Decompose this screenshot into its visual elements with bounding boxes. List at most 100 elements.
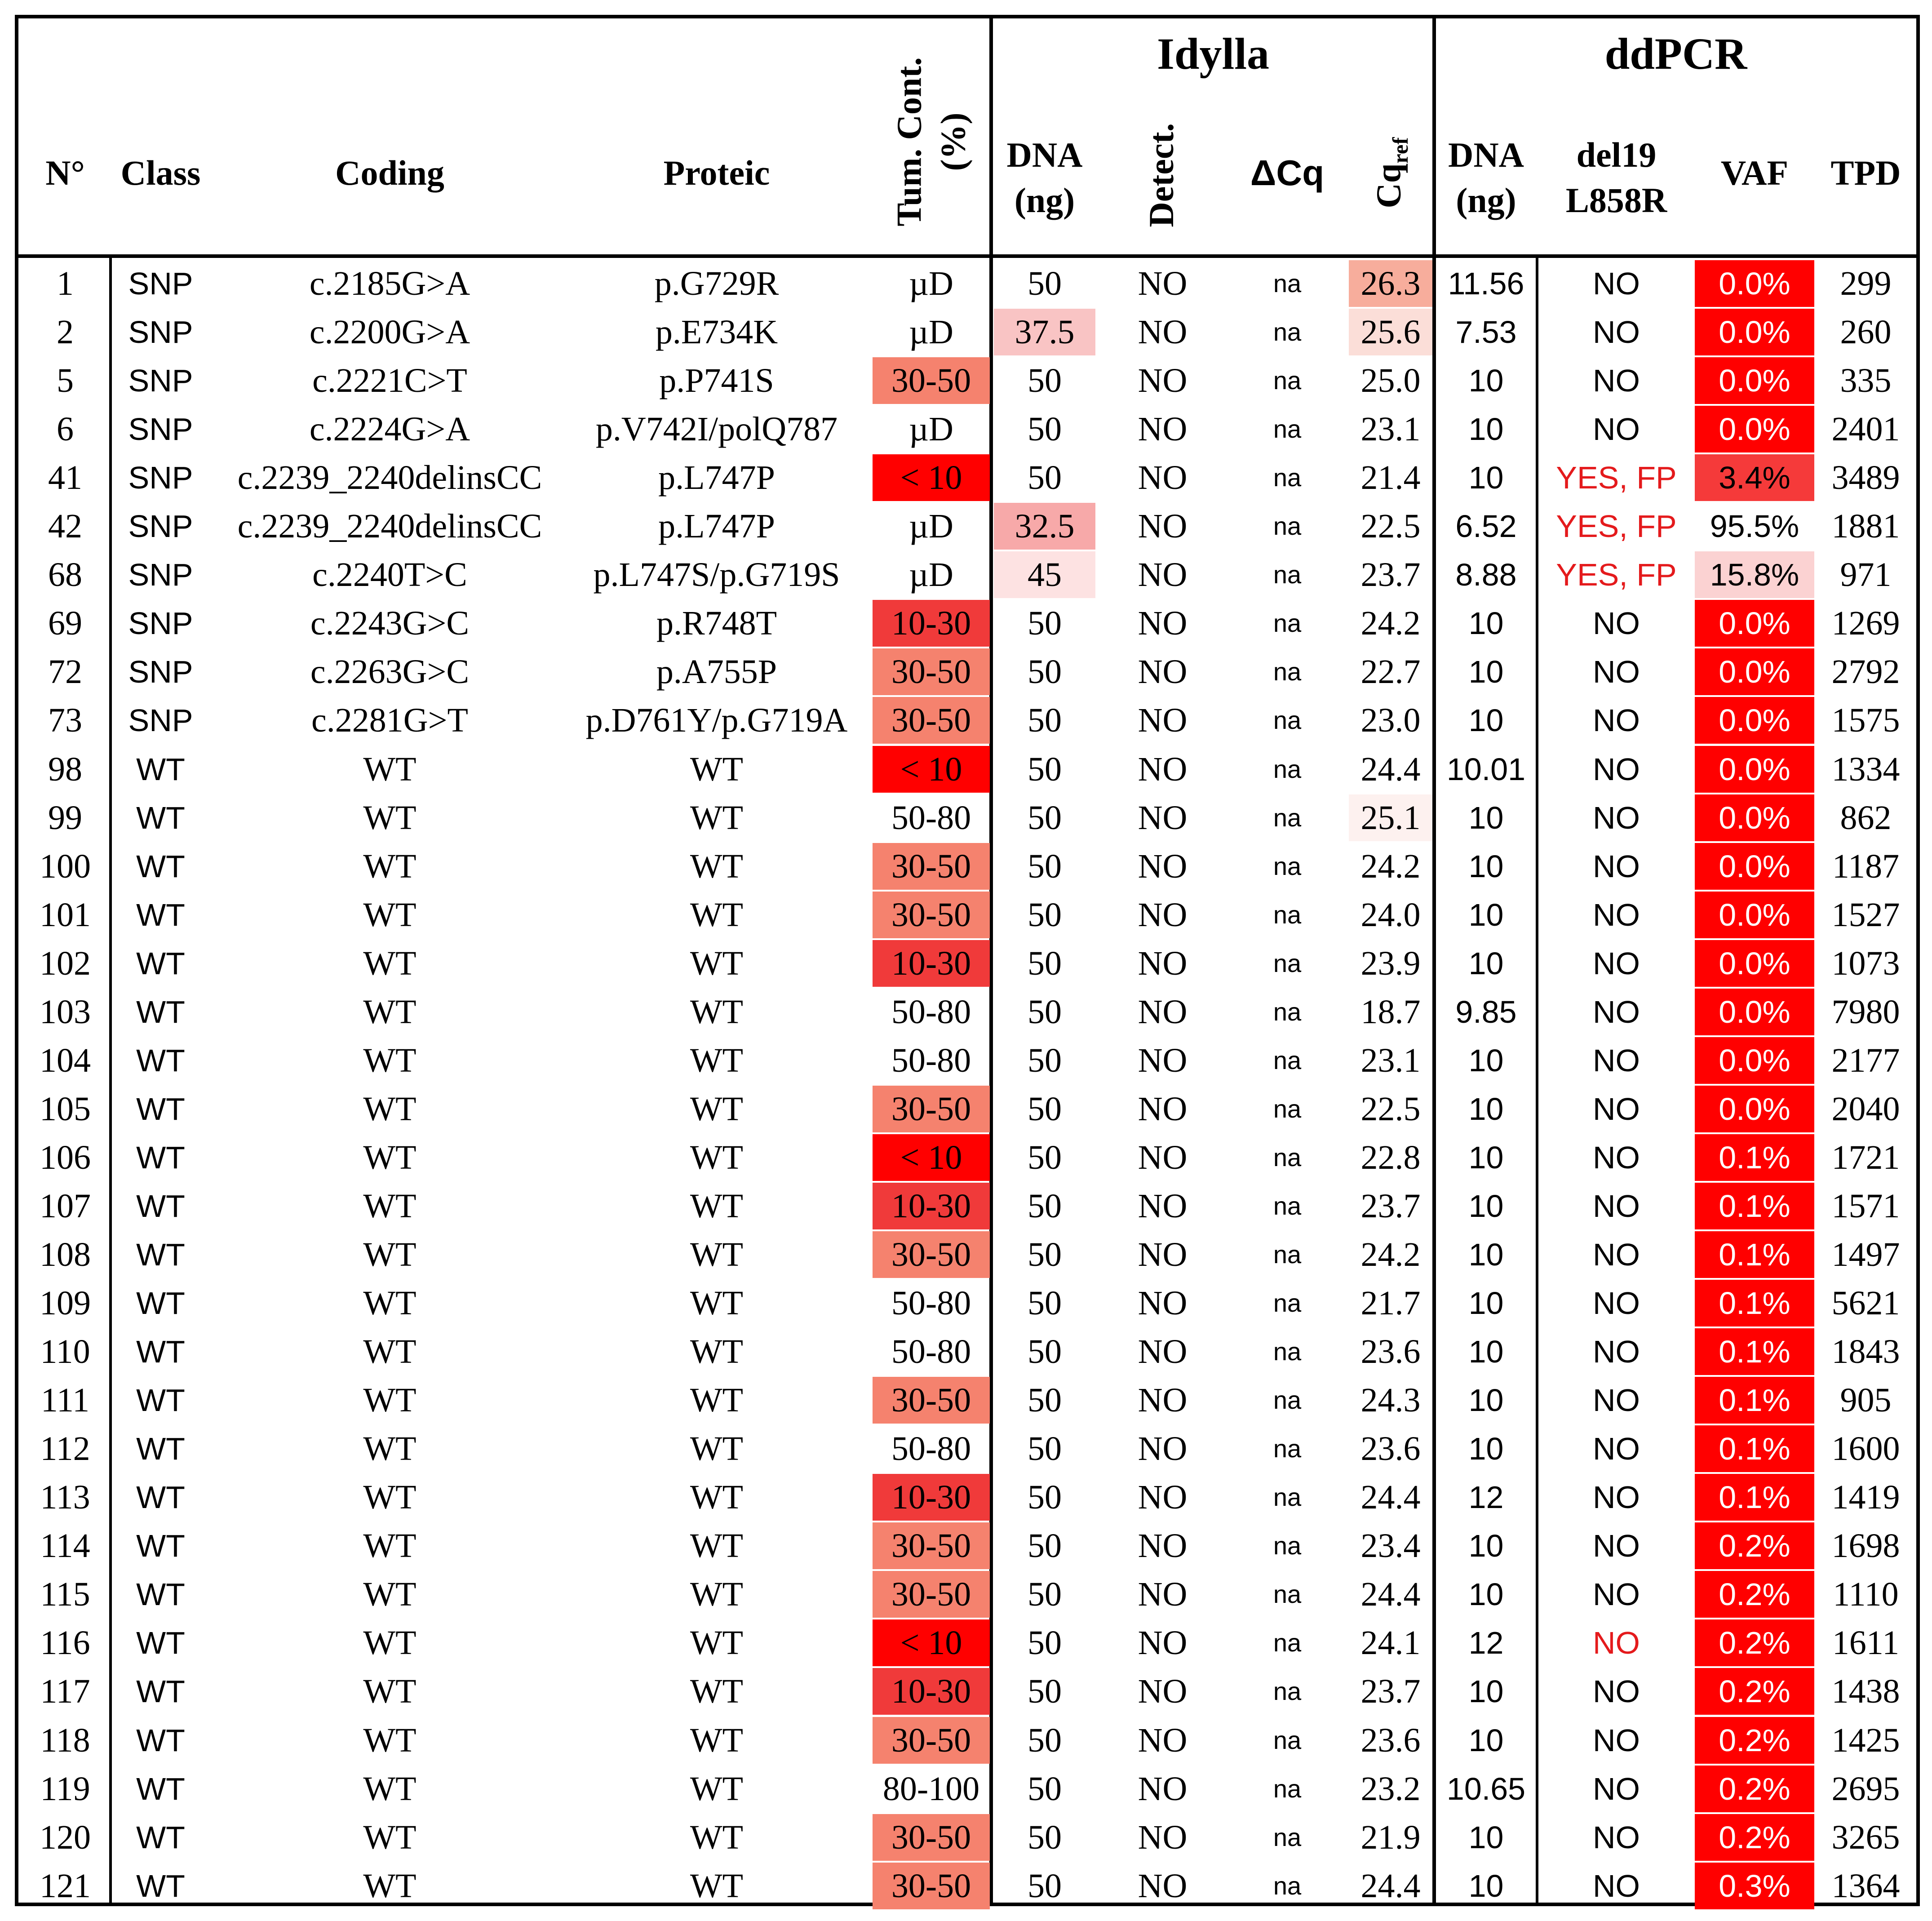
detect-cell: NO — [1138, 1284, 1188, 1322]
column-header-cq-ref: Cqref — [1348, 90, 1433, 256]
coding-cell: WT — [363, 1381, 417, 1420]
proteic-cell: WT — [690, 1770, 744, 1808]
del19-l858r-cell: NO — [1593, 1722, 1640, 1758]
proteic-cell: p.L747P — [658, 507, 775, 546]
del19-l858r-cell: NO — [1593, 363, 1640, 399]
coding-cell: c.2243G>C — [310, 604, 470, 643]
delta-cq-cell: na — [1273, 1677, 1302, 1706]
cq-ref-cell: 22.7 — [1360, 653, 1421, 691]
class-cell: SNP — [128, 266, 193, 302]
tpd-cell: 2177 — [1831, 1041, 1900, 1079]
coding-cell: WT — [363, 944, 417, 982]
ddpcr-dna-cell: 10 — [1468, 1674, 1504, 1709]
del19-l858r-cell: NO — [1593, 606, 1640, 641]
del19-l858r-cell: NO — [1593, 1188, 1640, 1224]
row-number: 41 — [48, 459, 82, 497]
coding-cell: WT — [363, 1624, 417, 1662]
proteic-cell: WT — [690, 1041, 744, 1079]
idylla-dna-cell: 50 — [1028, 1818, 1062, 1856]
idylla-dna-cell: 50 — [1028, 1333, 1062, 1371]
class-cell: WT — [136, 1722, 185, 1758]
cq-ref-cell: 23.7 — [1360, 1187, 1421, 1225]
proteic-cell: p.L747P — [658, 459, 775, 497]
detect-cell: NO — [1138, 507, 1188, 546]
idylla-dna-cell: 50 — [1028, 1527, 1062, 1565]
detect-cell: NO — [1138, 653, 1188, 691]
column-header-vaf: VAF — [1720, 153, 1789, 193]
row-number: 98 — [48, 750, 82, 788]
coding-cell: WT — [363, 1430, 417, 1468]
vaf-cell: 0.1% — [1695, 1280, 1814, 1327]
coding-cell: WT — [363, 1721, 417, 1759]
tpd-cell: 1600 — [1831, 1430, 1900, 1468]
delta-cq-cell: na — [1273, 366, 1302, 395]
tpd-cell: 1334 — [1831, 750, 1900, 788]
idylla-left-line — [989, 15, 993, 1906]
idylla-dna-cell: 50 — [1028, 410, 1062, 448]
tumor-content-cell: 30-50 — [873, 1571, 990, 1618]
idylla-dna-cell: 50 — [1028, 604, 1062, 643]
tumor-content-cell: µD — [909, 556, 953, 594]
coding-cell: c.2200G>A — [309, 313, 470, 351]
detect-cell: NO — [1138, 1138, 1188, 1176]
cq-ref-cell: 23.6 — [1360, 1430, 1421, 1468]
detect-cell: NO — [1138, 265, 1188, 303]
tumor-content-cell: 50-80 — [891, 993, 971, 1031]
proteic-cell: WT — [690, 1624, 744, 1662]
delta-cq-cell: na — [1273, 1289, 1302, 1318]
idylla-dna-cell: 50 — [1028, 1867, 1062, 1905]
vaf-cell: 0.0% — [1695, 940, 1814, 987]
tpd-cell: 1571 — [1831, 1187, 1900, 1225]
tpd-cell: 1527 — [1831, 896, 1900, 934]
column-header-tumor-content: Tum. Cont. (%) — [872, 27, 991, 256]
column-header-number: N° — [45, 153, 85, 193]
idylla-dna-cell: 37.5 — [994, 309, 1095, 356]
del19-l858r-cell: NO — [1593, 1528, 1640, 1564]
vaf-cell: 0.0% — [1695, 406, 1814, 453]
coding-cell: c.2239_2240delinsCC — [237, 507, 542, 546]
tpd-cell: 299 — [1840, 265, 1892, 303]
cq-ref-cell: 24.4 — [1360, 750, 1421, 788]
del19-l858r-cell: NO — [1593, 1480, 1640, 1515]
tumor-content-cell: 30-50 — [873, 843, 990, 890]
coding-cell: WT — [363, 1138, 417, 1176]
class-cell: WT — [136, 848, 185, 884]
ddpcr-dna-cell: 10 — [1468, 848, 1504, 884]
coding-cell: c.2224G>A — [309, 410, 470, 448]
class-cell: SNP — [128, 557, 193, 593]
detect-cell: NO — [1138, 993, 1188, 1031]
vaf-cell: 95.5% — [1710, 509, 1799, 544]
row-number: 108 — [40, 1236, 91, 1274]
vaf-cell: 0.0% — [1695, 891, 1814, 938]
class-cell: WT — [136, 800, 185, 835]
proteic-cell: p.A755P — [656, 653, 777, 691]
ddpcr-dna-cell: 10 — [1468, 606, 1504, 641]
detect-cell: NO — [1138, 459, 1188, 497]
row-number: 114 — [40, 1527, 90, 1565]
tpd-cell: 1073 — [1831, 944, 1900, 982]
detect-cell: NO — [1138, 1673, 1188, 1711]
vaf-cell: 0.2% — [1695, 1571, 1814, 1618]
tpd-cell: 1698 — [1831, 1527, 1900, 1565]
idylla-dna-cell: 50 — [1028, 701, 1062, 740]
tpd-cell: 1843 — [1831, 1333, 1900, 1371]
delta-cq-cell: na — [1273, 1871, 1302, 1900]
delta-cq-cell: na — [1273, 1726, 1302, 1754]
proteic-cell: WT — [690, 847, 744, 885]
proteic-cell: WT — [690, 1818, 744, 1856]
detect-cell: NO — [1138, 556, 1188, 594]
cq-ref-cell: 23.6 — [1360, 1333, 1421, 1371]
proteic-cell: p.D761Y/p.G719A — [585, 701, 848, 740]
ddpcr-dna-cell: 10 — [1468, 703, 1504, 738]
ddpcr-dna-unit: (ng) — [1456, 181, 1516, 220]
delta-cq-cell: na — [1273, 949, 1302, 977]
tpd-cell: 1497 — [1831, 1236, 1900, 1274]
cq-ref-cell: 22.5 — [1360, 507, 1421, 546]
proteic-cell: p.P741S — [659, 362, 774, 400]
proteic-cell: WT — [690, 1381, 744, 1420]
tpd-cell: 260 — [1840, 313, 1892, 351]
tumor-content-cell: 30-50 — [873, 1085, 990, 1132]
row-number: 69 — [48, 604, 82, 643]
group-header-ddpcr: ddPCR — [1604, 29, 1747, 79]
tumor-content-cell: 30-50 — [873, 1717, 990, 1764]
